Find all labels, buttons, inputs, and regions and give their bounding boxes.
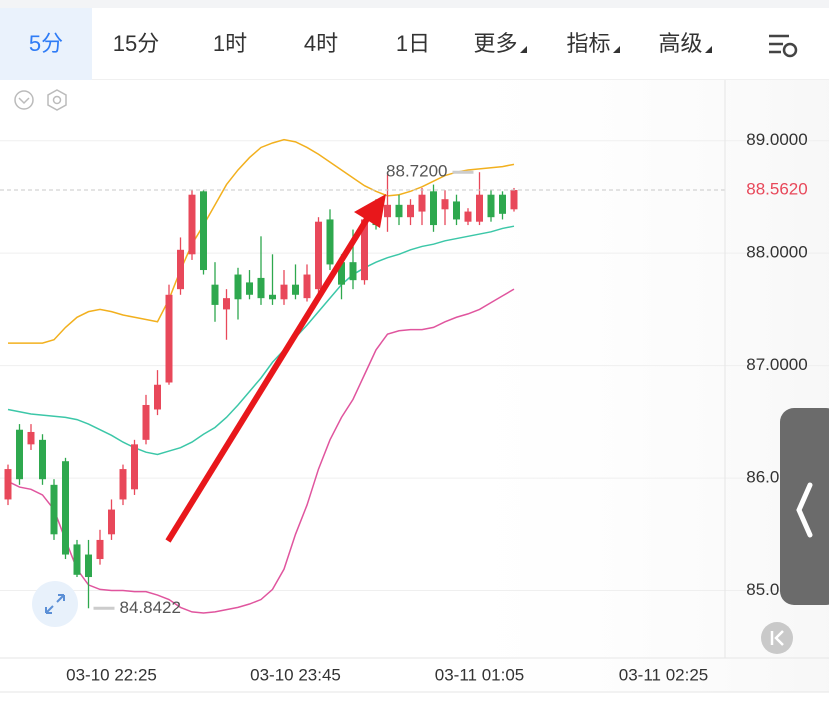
settings-icon[interactable] xyxy=(47,89,67,111)
tab-label: 更多 xyxy=(473,31,518,56)
dropdown-caret xyxy=(612,46,620,53)
candle-body xyxy=(326,219,334,265)
tab-label: 15分 xyxy=(112,31,160,56)
candle-body xyxy=(441,199,449,210)
candle-body xyxy=(418,194,426,212)
layout-icon[interactable] xyxy=(769,34,798,58)
x-tick-label: 03-11 01:05 xyxy=(435,665,524,684)
tab-label: 高级 xyxy=(658,31,703,56)
timeframe-tab[interactable]: 1时 xyxy=(184,8,276,80)
candle-body xyxy=(234,274,242,300)
candle-body xyxy=(96,539,104,560)
band-line xyxy=(8,138,515,344)
max-label: 88.7200 xyxy=(386,162,447,181)
timeframe-tab[interactable]: 高级 xyxy=(639,8,731,80)
candle-body xyxy=(131,444,138,490)
candle-body xyxy=(361,219,368,281)
candle-body xyxy=(395,204,403,218)
candle-body xyxy=(349,262,357,281)
band-line xyxy=(7,288,515,614)
dropdown-caret xyxy=(704,46,712,53)
candle-body xyxy=(338,262,345,285)
side-panel-tab[interactable] xyxy=(780,408,829,605)
last-price-label: 88.5620 xyxy=(746,179,807,198)
timeframe-tab[interactable]: 15分 xyxy=(90,8,182,80)
candle-body xyxy=(85,554,92,578)
timeframe-tab[interactable]: 1日 xyxy=(367,8,459,80)
candle-body xyxy=(280,284,288,300)
candle-body xyxy=(200,191,207,271)
candle-body xyxy=(453,201,460,220)
candle-body xyxy=(50,484,58,535)
candle-body xyxy=(269,294,276,300)
candle-body xyxy=(499,194,506,214)
timeframe-tab[interactable]: 4时 xyxy=(275,8,367,80)
candle-body xyxy=(142,404,150,440)
min-label: 84.8422 xyxy=(120,598,181,617)
candle-body xyxy=(27,431,35,445)
arrow-head xyxy=(354,194,386,228)
candle-body xyxy=(487,194,495,218)
plot-fade xyxy=(420,80,829,692)
x-tick-label: 03-10 23:45 xyxy=(250,665,341,684)
x-tick-label: 03-11 02:25 xyxy=(619,665,708,684)
candle-body xyxy=(476,194,483,222)
candle-body xyxy=(165,294,173,383)
tab-label: 4时 xyxy=(303,31,339,56)
arrow-shaft xyxy=(165,212,373,543)
band-line xyxy=(7,225,515,456)
timeframe-tab[interactable]: 5分 xyxy=(0,8,92,80)
candle-body xyxy=(108,509,115,535)
candle-body xyxy=(292,284,299,295)
candle-body xyxy=(211,284,219,305)
candle-body xyxy=(257,277,265,299)
candle-body xyxy=(62,461,69,555)
candle-body xyxy=(154,384,161,410)
candle-body xyxy=(73,544,81,575)
candle-body xyxy=(4,469,12,500)
timeframe-tab[interactable]: 更多 xyxy=(454,8,546,80)
dropdown-caret xyxy=(519,46,527,53)
candle-body xyxy=(188,194,196,255)
tab-label: 指标 xyxy=(566,31,611,56)
expand-button[interactable] xyxy=(32,581,78,627)
candle-body xyxy=(384,204,391,218)
candle-body xyxy=(407,204,414,218)
candle-body xyxy=(464,211,472,222)
candle-body xyxy=(39,439,46,480)
candle-body xyxy=(510,189,518,210)
back-to-latest[interactable] xyxy=(761,622,793,654)
candle-body xyxy=(246,282,253,295)
y-tick-label: 89.0000 xyxy=(746,130,807,149)
candle-body xyxy=(119,469,127,500)
candle-body xyxy=(303,274,311,299)
timeframe-tab[interactable]: 指标 xyxy=(547,8,639,80)
candle-body xyxy=(16,429,23,480)
tab-label: 1时 xyxy=(212,31,248,56)
tab-label: 1日 xyxy=(395,31,431,56)
candle-body xyxy=(177,249,184,290)
candle-body xyxy=(315,221,322,290)
candle-body xyxy=(223,298,230,310)
x-tick-label: 03-10 22:25 xyxy=(66,665,157,684)
y-tick-label: 87.0000 xyxy=(746,355,807,374)
toolbar: 5分 15分 1时 4时 1日 更多 指标 高级 xyxy=(0,0,829,80)
tab-label: 5分 xyxy=(28,31,64,56)
y-tick-label: 88.0000 xyxy=(746,243,807,262)
arrow xyxy=(165,194,386,543)
candle-body xyxy=(430,191,437,226)
collapse-icon[interactable] xyxy=(14,90,34,110)
